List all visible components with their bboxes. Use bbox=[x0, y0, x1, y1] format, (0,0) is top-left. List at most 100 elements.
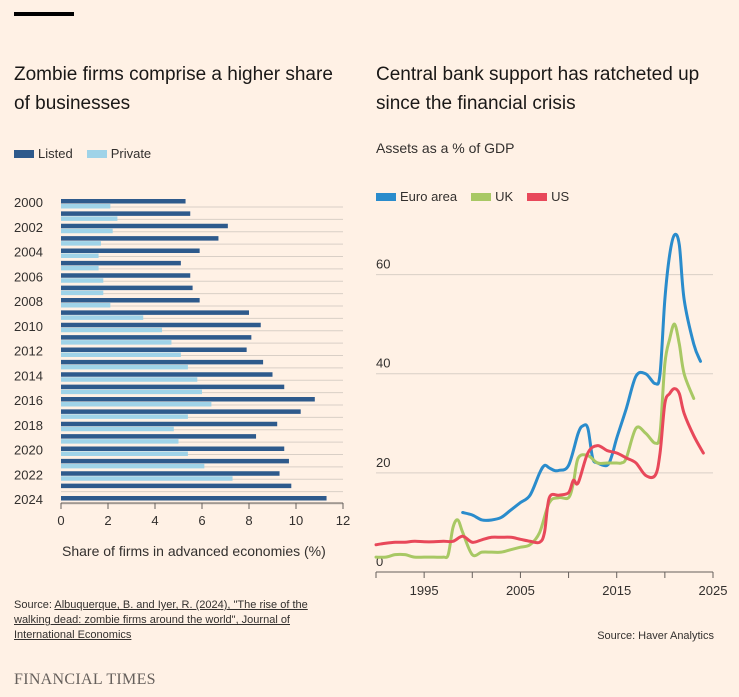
bar-private bbox=[61, 414, 188, 419]
bar-x-tick-label: 2 bbox=[104, 513, 111, 528]
legend-item-euro: Euro area bbox=[376, 189, 457, 204]
series-line-euro bbox=[461, 232, 702, 522]
bar-listed bbox=[61, 483, 292, 489]
legend-swatch-euro bbox=[376, 192, 396, 201]
bar-private bbox=[61, 352, 181, 357]
bar-private bbox=[61, 216, 118, 221]
bar-listed bbox=[61, 372, 273, 377]
bar-y-tick-label: 2002 bbox=[14, 220, 43, 235]
bar-listed bbox=[61, 496, 327, 501]
legend-label-private: Private bbox=[110, 146, 152, 161]
source-citation-link[interactable]: Albuquerque, B. and Iyer, R. (2024), "Th… bbox=[14, 599, 308, 641]
bar-chart-x-axis-label: Share of firms in advanced economies (%) bbox=[62, 543, 326, 559]
right-chart-subtitle: Assets as a % of GDP bbox=[376, 140, 515, 156]
bar-private bbox=[61, 439, 179, 444]
bar-listed bbox=[61, 384, 285, 390]
bar-x-tick-label: 12 bbox=[336, 513, 350, 528]
ft-top-bar bbox=[14, 12, 74, 16]
bar-private bbox=[61, 364, 188, 370]
legend-swatch-us bbox=[527, 192, 548, 201]
bar-listed bbox=[61, 347, 247, 352]
bar-private bbox=[61, 290, 104, 296]
bar-listed bbox=[61, 310, 249, 315]
bar-private bbox=[61, 228, 113, 234]
bar-listed bbox=[61, 298, 200, 303]
bar-y-tick-label: 2000 bbox=[14, 195, 43, 210]
bar-y-tick-label: 2012 bbox=[14, 344, 43, 359]
bar-y-tick-label: 2018 bbox=[14, 418, 43, 433]
bar-private bbox=[61, 241, 101, 246]
bar-listed bbox=[61, 359, 264, 365]
bar-y-tick-label: 2014 bbox=[14, 368, 43, 383]
bar-listed bbox=[61, 397, 315, 402]
bar-listed bbox=[61, 434, 257, 439]
bar-private bbox=[61, 265, 99, 271]
bar-listed bbox=[61, 285, 193, 291]
bar-private bbox=[61, 340, 172, 345]
ft-brand-logo: FINANCIAL TIMES bbox=[14, 671, 156, 688]
bar-private bbox=[61, 204, 111, 209]
series-line-uk bbox=[374, 322, 696, 560]
bar-y-tick-label: 2006 bbox=[14, 269, 43, 284]
bar-private bbox=[61, 377, 198, 382]
bar-x-tick-label: 0 bbox=[57, 513, 64, 528]
bar-y-tick-label: 2022 bbox=[14, 467, 43, 482]
line-y-tick-label: 40 bbox=[376, 356, 390, 371]
bar-private bbox=[61, 463, 205, 469]
line-y-tick-label: 20 bbox=[376, 455, 390, 470]
bar-private bbox=[61, 476, 233, 481]
bar-listed bbox=[61, 223, 228, 229]
legend-item-us: US bbox=[527, 189, 569, 204]
legend-item-private: Private bbox=[86, 146, 152, 161]
line-y-tick-label: 60 bbox=[376, 257, 390, 272]
bar-x-tick-label: 10 bbox=[289, 513, 303, 528]
bar-x-tick-label: 4 bbox=[151, 513, 158, 528]
right-legend: Euro area UK US bbox=[376, 189, 577, 204]
bar-x-tick-label: 6 bbox=[198, 513, 205, 528]
bar-y-tick-label: 2024 bbox=[14, 492, 43, 507]
legend-swatch-listed bbox=[14, 149, 34, 158]
bar-y-tick-label: 2016 bbox=[14, 393, 43, 408]
bar-private bbox=[61, 426, 174, 432]
bar-x-tick-label: 8 bbox=[245, 513, 252, 528]
bar-private bbox=[61, 315, 144, 320]
legend-item-uk: UK bbox=[471, 189, 513, 204]
bar-listed bbox=[61, 458, 289, 464]
line-x-tick-label: 1995 bbox=[410, 583, 439, 598]
bar-listed bbox=[61, 421, 278, 427]
bar-listed bbox=[61, 236, 219, 241]
bar-y-tick-label: 2008 bbox=[14, 294, 43, 309]
legend-label-us: US bbox=[551, 189, 570, 204]
legend-label-euro: Euro area bbox=[400, 189, 458, 204]
bar-private bbox=[61, 327, 163, 333]
bar-listed bbox=[61, 211, 191, 216]
line-x-tick-label: 2015 bbox=[602, 583, 631, 598]
series-line-us bbox=[374, 387, 705, 547]
legend-item-listed: Listed bbox=[14, 146, 73, 161]
bar-y-tick-label: 2004 bbox=[14, 245, 43, 260]
right-source-note: Source: Haver Analytics bbox=[597, 630, 714, 642]
legend-label-listed: Listed bbox=[38, 146, 73, 161]
bar-listed bbox=[61, 322, 261, 328]
bar-listed bbox=[61, 409, 301, 414]
bar-listed bbox=[61, 248, 200, 253]
left-chart-title: Zombie firms comprise a higher share of … bbox=[14, 64, 333, 114]
line-y-tick-label: 0 bbox=[376, 554, 383, 569]
legend-swatch-uk bbox=[471, 192, 492, 201]
legend-swatch-private bbox=[86, 149, 107, 158]
bar-y-tick-label: 2020 bbox=[14, 443, 43, 458]
source-prefix: Source: bbox=[14, 599, 55, 611]
line-x-tick-label: 2025 bbox=[699, 583, 728, 598]
bar-private bbox=[61, 451, 188, 456]
bar-private bbox=[61, 253, 99, 258]
bar-listed bbox=[61, 335, 252, 340]
bar-y-tick-label: 2010 bbox=[14, 319, 43, 334]
bar-listed bbox=[61, 260, 181, 266]
left-legend: Listed Private bbox=[14, 146, 159, 161]
right-chart-title: Central bank support has ratcheted up si… bbox=[376, 64, 700, 114]
bar-private bbox=[61, 303, 111, 308]
bar-listed bbox=[61, 273, 191, 278]
legend-label-uk: UK bbox=[495, 189, 514, 204]
